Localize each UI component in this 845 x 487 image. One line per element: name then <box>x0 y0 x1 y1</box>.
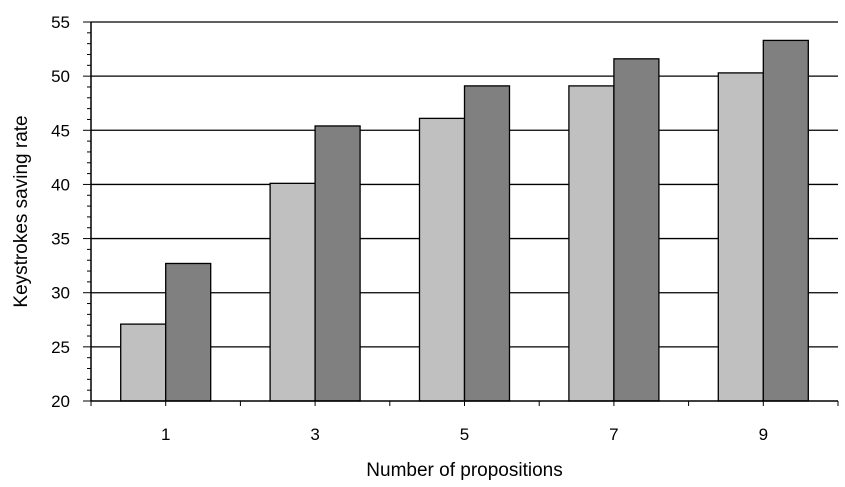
bar-series-1-cat-9 <box>717 72 764 402</box>
bar-series-1-cat-1 <box>120 323 167 402</box>
y-tick-label: 25 <box>51 338 70 357</box>
bar-series-1-cat-3 <box>269 182 316 402</box>
bar-series-2-cat-3 <box>314 125 361 402</box>
y-tick-labels: 20 25 30 35 40 45 50 55 <box>51 13 70 411</box>
bar-series-1-cat-5 <box>418 117 466 402</box>
y-tick-label: 30 <box>51 284 70 303</box>
bars <box>120 39 809 402</box>
y-axis-title: Keystrokes saving rate <box>11 115 32 307</box>
y-tick-label: 50 <box>51 67 70 86</box>
x-tick-label: 1 <box>161 425 170 444</box>
bar-series-2-cat-1 <box>165 262 212 402</box>
x-tick-label: 3 <box>310 425 319 444</box>
y-tick-label: 40 <box>51 175 70 194</box>
y-tick-label: 45 <box>51 121 70 140</box>
x-tick-label: 7 <box>609 425 618 444</box>
bar-series-1-cat-7 <box>568 85 615 402</box>
x-tick-label: 9 <box>759 425 768 444</box>
bar-series-2-cat-9 <box>762 39 809 402</box>
y-tick-label: 20 <box>51 392 70 411</box>
x-tick-labels: 1 3 5 7 9 <box>161 425 768 444</box>
axes <box>83 21 839 406</box>
y-tick-label: 35 <box>51 230 70 249</box>
bar-series-2-cat-5 <box>463 85 511 402</box>
bar-series-2-cat-7 <box>613 58 660 402</box>
y-tick-label: 55 <box>51 13 70 32</box>
x-tick-label: 5 <box>460 425 469 444</box>
x-axis-title: Number of propositions <box>366 460 562 481</box>
